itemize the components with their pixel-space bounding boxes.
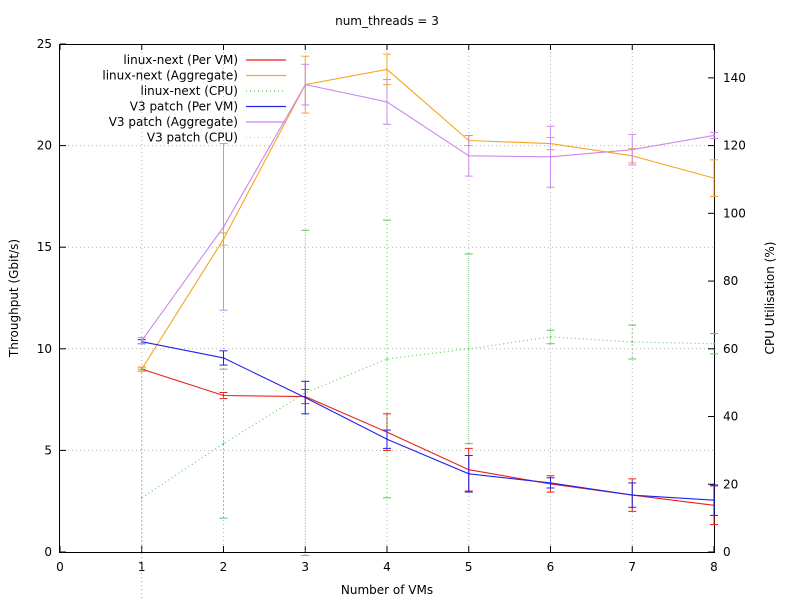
data-point bbox=[631, 148, 634, 151]
chart-title: num_threads = 3 bbox=[335, 14, 439, 28]
legend-label: V3 patch (Per VM) bbox=[130, 100, 238, 114]
data-point bbox=[222, 394, 225, 397]
series-line bbox=[141, 336, 715, 499]
y-tick-label: 0 bbox=[44, 545, 52, 559]
x-tick-label: 2 bbox=[220, 560, 228, 574]
series-3 bbox=[137, 339, 718, 516]
data-point bbox=[140, 496, 143, 499]
data-point bbox=[222, 225, 225, 228]
data-point bbox=[222, 442, 225, 445]
series-0 bbox=[137, 366, 718, 526]
y-axis-label: Throughput (Gbit/s) bbox=[7, 239, 21, 358]
y2-tick-label: 80 bbox=[723, 274, 738, 288]
data-point bbox=[304, 396, 307, 399]
legend-label: linux-next (CPU) bbox=[141, 84, 238, 98]
legend: linux-next (Per VM) linux-next (Aggregate… bbox=[102, 53, 286, 145]
y-tick-label: 10 bbox=[37, 342, 52, 356]
x-axis-label: Number of VMs bbox=[341, 583, 433, 597]
x-tick-label: 4 bbox=[383, 560, 391, 574]
data-point bbox=[713, 177, 715, 180]
y2-tick-label: 0 bbox=[723, 545, 731, 559]
legend-label: linux-next (Per VM) bbox=[123, 53, 238, 67]
x-tick-label: 7 bbox=[628, 560, 636, 574]
x-tick-label: 6 bbox=[547, 560, 555, 574]
series-line bbox=[141, 341, 715, 501]
y2-tick-label: 20 bbox=[723, 477, 738, 491]
y-tick-label: 5 bbox=[44, 443, 52, 457]
y2-tick-label: 100 bbox=[723, 206, 746, 220]
y-tick-label: 20 bbox=[37, 139, 52, 153]
x-tick-label: 3 bbox=[301, 560, 309, 574]
data-point bbox=[713, 134, 715, 137]
y2-tick-label: 40 bbox=[723, 410, 738, 424]
data-point bbox=[631, 341, 634, 343]
data-point bbox=[713, 342, 715, 345]
y-tick-label: 25 bbox=[37, 37, 52, 51]
data-point bbox=[386, 68, 388, 71]
data-point bbox=[140, 339, 143, 342]
data-point bbox=[386, 438, 388, 441]
y2-axis-label: CPU Utilisation (%) bbox=[763, 242, 777, 355]
series-layer bbox=[137, 53, 718, 600]
series-4 bbox=[137, 63, 718, 345]
data-point bbox=[386, 101, 388, 103]
x-tick-label: 1 bbox=[138, 560, 146, 574]
y2-tick-label: 120 bbox=[723, 139, 746, 153]
legend-label: linux-next (Aggregate) bbox=[102, 69, 238, 83]
x-tick-label: 8 bbox=[710, 560, 718, 574]
data-point bbox=[549, 482, 552, 484]
series-line bbox=[141, 68, 715, 370]
legend-label: V3 patch (CPU) bbox=[147, 131, 238, 145]
legend-label: V3 patch (Aggregate) bbox=[109, 115, 238, 129]
data-point bbox=[467, 154, 470, 157]
y2-tick-label: 60 bbox=[723, 342, 738, 356]
series-line bbox=[141, 83, 715, 342]
series-line bbox=[141, 368, 715, 506]
y2-tick-label: 140 bbox=[723, 71, 746, 85]
data-point bbox=[713, 499, 715, 502]
series-2 bbox=[137, 219, 718, 600]
data-point bbox=[467, 347, 470, 350]
data-point bbox=[386, 358, 388, 360]
data-point bbox=[304, 83, 307, 86]
data-point bbox=[549, 336, 552, 338]
data-point bbox=[467, 472, 470, 475]
x-tick-label: 0 bbox=[56, 560, 64, 574]
x-tick-label: 5 bbox=[465, 560, 473, 574]
data-point bbox=[549, 155, 552, 158]
data-point bbox=[631, 494, 634, 497]
y-tick-label: 15 bbox=[37, 240, 52, 254]
data-point bbox=[222, 357, 225, 359]
